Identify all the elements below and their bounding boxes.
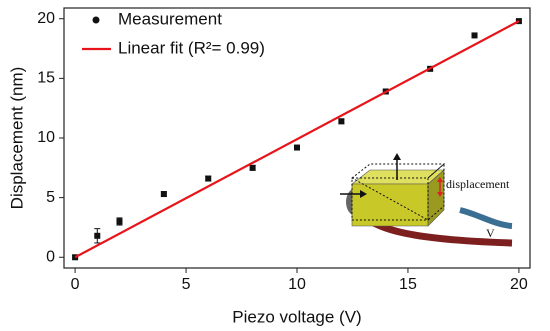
x-tick-label: 5 <box>182 276 191 293</box>
data-point <box>471 32 478 39</box>
inset-illustration: displacement V <box>340 153 513 247</box>
displaced-outline <box>351 162 446 221</box>
x-tick-label: 20 <box>510 276 528 293</box>
data-point <box>205 175 212 182</box>
y-tick-label: 5 <box>46 189 55 206</box>
y-axis-label: Displacement (nm) <box>7 67 26 210</box>
arrow-head <box>360 190 367 198</box>
data-point <box>249 164 256 171</box>
data-point <box>160 191 167 198</box>
arrow-head <box>437 192 443 197</box>
arrow-head <box>437 177 443 182</box>
legend-marker <box>92 16 100 24</box>
y-tick-label: 0 <box>46 248 55 265</box>
fit-line <box>74 20 520 259</box>
legend-label: Measurement <box>118 9 222 28</box>
annotation: V <box>486 226 495 240</box>
y-tick-label: 15 <box>37 70 55 87</box>
x-tick-label: 0 <box>71 276 80 293</box>
data-point <box>116 218 123 225</box>
wire <box>459 207 513 229</box>
data-point <box>294 144 300 151</box>
data-point <box>94 232 101 239</box>
x-tick-label: 10 <box>288 276 306 293</box>
data-point <box>338 118 345 125</box>
legend-label: Linear fit (R²= 0.99) <box>118 38 265 57</box>
annotation: displacement <box>446 177 510 191</box>
x-tick-label: 15 <box>399 276 417 293</box>
y-tick-label: 10 <box>37 129 55 146</box>
x-axis-label: Piezo voltage (V) <box>232 307 361 326</box>
arrow-head <box>393 153 401 160</box>
y-tick-label: 20 <box>37 10 55 27</box>
